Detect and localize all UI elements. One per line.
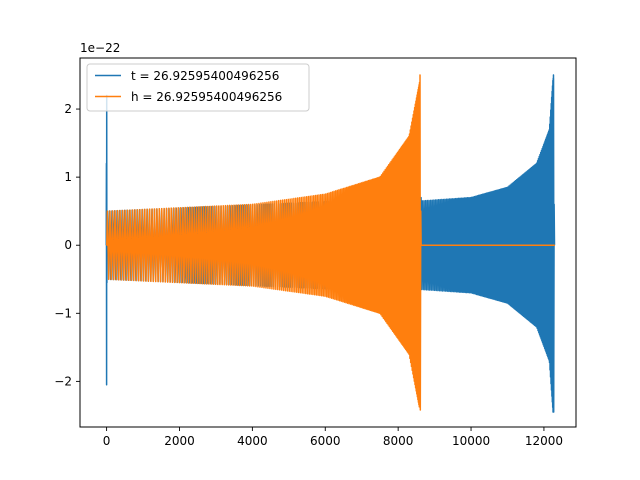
- legend-label-series-0: t = 26.92595400496256: [131, 69, 279, 83]
- axes-frame: [79, 57, 577, 428]
- x-tick-label: 4000: [237, 434, 268, 448]
- legend-label-series-1: h = 26.92595400496256: [131, 90, 282, 104]
- y-tick-label: −1: [54, 306, 72, 320]
- y-tick-label: 2: [64, 102, 72, 116]
- y-tick-label: −2: [54, 374, 72, 388]
- x-tick-label: 12000: [525, 434, 563, 448]
- y-offset-label: 1e−22: [80, 41, 120, 55]
- series-line-h: [106, 74, 555, 411]
- ticks-layer: 0 2000 4000 6000 8000 10000 12000 −2 −1 0 1 2: [54, 102, 563, 448]
- x-tick-label: 6000: [310, 434, 341, 448]
- y-tick-label: 0: [64, 238, 72, 252]
- legend: t = 26.92595400496256 h = 26.92595400496…: [86, 63, 310, 112]
- x-tick-label: 10000: [452, 434, 490, 448]
- x-tick-label: 8000: [383, 434, 414, 448]
- x-tick-label: 2000: [164, 434, 195, 448]
- y-tick-label: 1: [64, 170, 72, 184]
- legend-box: [86, 63, 310, 112]
- series-layer: [105, 74, 556, 413]
- x-tick-label: 0: [103, 434, 111, 448]
